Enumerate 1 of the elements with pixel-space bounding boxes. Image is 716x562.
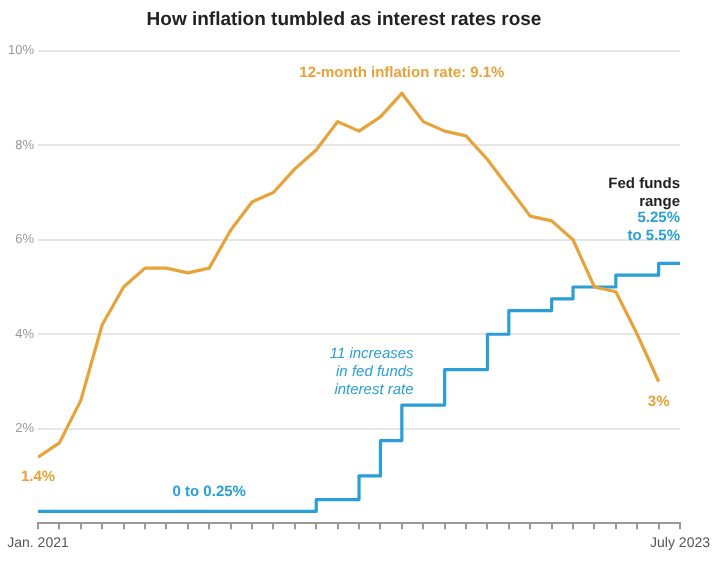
chart-title: How inflation tumbled as interest rates rose bbox=[146, 8, 542, 31]
